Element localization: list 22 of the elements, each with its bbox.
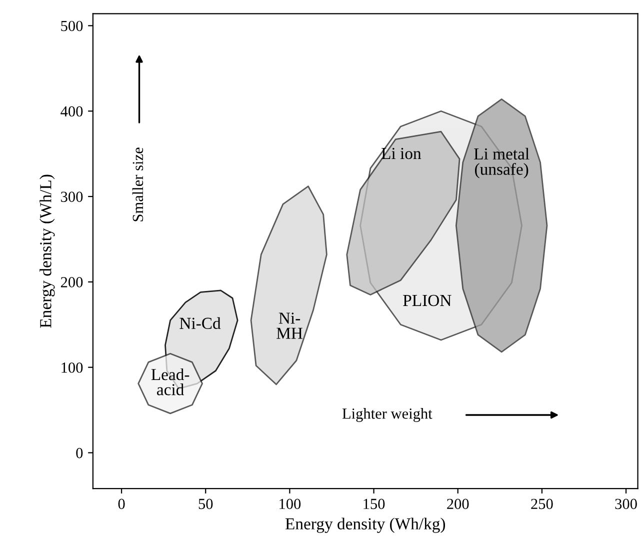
series-label: Ni-Cd <box>180 317 221 329</box>
y-tick-label: 500 <box>61 20 83 32</box>
series-label: Ni- MH <box>276 312 302 339</box>
x-tick-label: 100 <box>280 498 301 510</box>
y-axis-title: Energy density (Wh/L) <box>40 174 55 328</box>
y-tick-label: 400 <box>60 106 83 117</box>
x-tick-label: 200 <box>447 498 469 510</box>
y-tick-label: 300 <box>61 192 83 202</box>
x-tick-label: 300 <box>615 498 637 510</box>
annotation: Smaller size <box>132 148 144 222</box>
x-tick-label: 50 <box>198 498 213 510</box>
x-tick-label: 0 <box>118 498 125 510</box>
series-label: Li metal (unsafe) <box>474 148 530 178</box>
y-tick-label: 200 <box>60 277 83 288</box>
x-tick-label: 150 <box>364 498 385 510</box>
y-tick-label: 0 <box>76 448 83 458</box>
series-label: Lead- acid <box>151 368 190 396</box>
x-tick-label: 250 <box>531 498 553 510</box>
x-axis-title: Energy density (Wh/kg) <box>285 518 446 533</box>
annotation: Lighter weight <box>342 408 432 422</box>
series-label: PLION <box>403 294 452 306</box>
y-tick-label: 100 <box>62 362 83 373</box>
